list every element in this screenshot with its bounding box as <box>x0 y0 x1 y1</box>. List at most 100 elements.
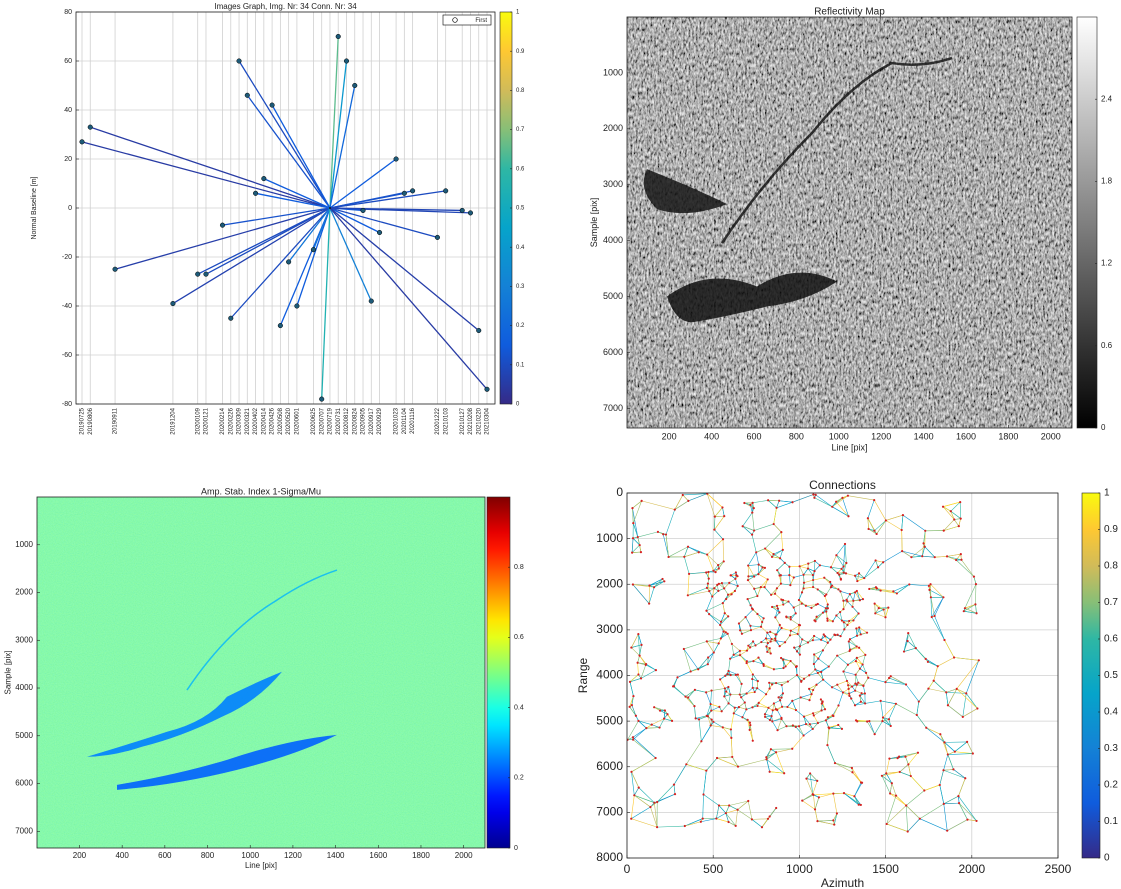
network-node <box>973 576 975 578</box>
network-node <box>843 572 845 574</box>
network-node <box>779 645 781 647</box>
network-node <box>888 718 890 720</box>
network-node <box>730 728 732 730</box>
network-node <box>782 667 784 669</box>
network-node <box>729 693 731 695</box>
x-tick-label: 2500 <box>1045 862 1072 876</box>
network-node <box>667 556 669 558</box>
chart-title: Connections <box>809 478 876 492</box>
network-node <box>812 579 814 581</box>
network-node <box>744 616 746 618</box>
network-node <box>773 668 775 670</box>
network-node <box>637 673 639 675</box>
colorbar-tick-label: 0 <box>1101 423 1106 432</box>
network-node <box>927 661 929 663</box>
network-node <box>848 620 850 622</box>
network-node <box>747 645 749 647</box>
network-node <box>718 642 720 644</box>
x-tick-label: 20201023 <box>394 407 400 434</box>
network-node <box>656 801 658 803</box>
network-node <box>632 537 634 539</box>
network-node <box>895 703 897 705</box>
network-node <box>751 534 753 536</box>
network-node <box>859 599 861 601</box>
network-node <box>769 647 771 649</box>
x-tick-label: 500 <box>703 862 723 876</box>
network-node <box>835 614 837 616</box>
network-node <box>752 687 754 689</box>
network-node <box>687 546 689 548</box>
network-node <box>629 706 631 708</box>
network-node <box>767 818 769 820</box>
network-node <box>837 704 839 706</box>
network-node <box>842 600 844 602</box>
colorbar-tick-label: 0.8 <box>1104 561 1118 572</box>
y-axis-label: Sample [pix] <box>589 198 599 248</box>
network-node <box>891 782 893 784</box>
network-node <box>757 680 759 682</box>
network-node <box>856 580 858 582</box>
network-node <box>814 668 816 670</box>
network-node <box>851 685 853 687</box>
network-node <box>785 616 787 618</box>
network-node <box>782 549 784 551</box>
network-node <box>943 741 945 743</box>
y-tick-label: 0 <box>616 485 623 499</box>
network-node <box>766 651 768 653</box>
network-node <box>929 583 931 585</box>
network-node <box>812 794 814 796</box>
network-node <box>788 566 790 568</box>
network-node <box>649 806 651 808</box>
network-node <box>769 771 771 773</box>
network-node <box>714 571 716 573</box>
network-node <box>765 637 767 639</box>
network-node <box>798 725 800 727</box>
x-tick-label: 20210208 <box>468 407 474 434</box>
network-node <box>671 720 673 722</box>
network-node <box>815 604 817 606</box>
network-node <box>856 657 858 659</box>
network-node <box>858 572 860 574</box>
network-node <box>836 655 838 657</box>
x-tick-label: 20210127 <box>460 407 466 434</box>
network-node <box>841 728 843 730</box>
network-node <box>727 594 729 596</box>
network-node <box>637 536 639 538</box>
network-node <box>705 691 707 693</box>
network-node <box>809 723 811 725</box>
y-tick-label: 4000 <box>596 668 623 682</box>
network-node <box>713 651 715 653</box>
network-node <box>725 598 727 600</box>
network-node <box>880 589 882 591</box>
x-tick-label: 2000 <box>958 862 985 876</box>
network-node <box>860 804 862 806</box>
network-node <box>772 553 774 555</box>
network-node <box>674 508 676 510</box>
network-node <box>824 595 826 597</box>
network-node <box>756 613 758 615</box>
network-node <box>942 506 944 508</box>
colorbar-tick-label: 1.2 <box>1101 259 1113 268</box>
network-node <box>710 710 712 712</box>
network-node <box>814 560 816 562</box>
network-node <box>874 733 876 735</box>
network-node <box>833 823 835 825</box>
network-node <box>888 758 890 760</box>
network-node <box>767 707 769 709</box>
colorbar-tick-label: 0.1 <box>516 362 525 368</box>
network-node <box>631 704 633 706</box>
network-node <box>916 714 918 716</box>
network-node <box>733 712 735 714</box>
network-node <box>947 753 949 755</box>
network-node <box>710 724 712 726</box>
page: 2019072520190806201909112019120420200109… <box>0 0 1121 889</box>
network-node <box>788 574 790 576</box>
image-point <box>278 323 283 328</box>
network-node <box>827 642 829 644</box>
network-node <box>825 610 827 612</box>
network-node <box>849 638 851 640</box>
network-node <box>744 701 746 703</box>
y-tick-label: 5000 <box>603 291 623 301</box>
network-node <box>639 544 641 546</box>
network-node <box>727 615 729 617</box>
